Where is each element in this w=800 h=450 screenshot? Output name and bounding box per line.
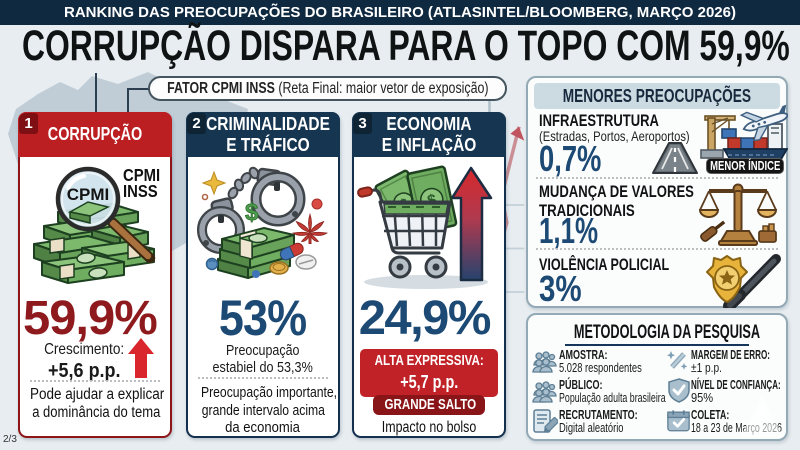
svg-text:CPMI: CPMI bbox=[67, 185, 110, 204]
svg-text:$: $ bbox=[245, 199, 259, 226]
